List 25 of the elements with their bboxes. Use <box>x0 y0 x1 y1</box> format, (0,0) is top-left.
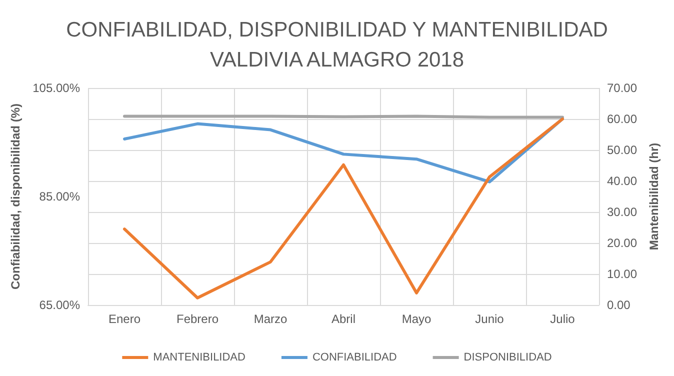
legend-label: MANTENIBILIDAD <box>153 352 246 364</box>
y2-tick-label: 40.00 <box>607 174 638 188</box>
y2-tick-label: 70.00 <box>607 81 638 95</box>
y2-tick-label: 60.00 <box>607 112 638 126</box>
x-tick-label: Marzo <box>254 312 288 326</box>
y2-tick-label: 50.00 <box>607 143 638 157</box>
x-tick-label: Abril <box>331 312 356 326</box>
chart-title: CONFIABILIDAD, DISPONIBILIDAD Y MANTENIBILIDAD VALDIVIA ALMAGRO 2018 <box>66 18 608 72</box>
y-tick-label: 105.00% <box>32 81 80 95</box>
y-tick-label: 85.00% <box>39 190 80 204</box>
x-tick-label: Febrero <box>176 312 219 326</box>
y2-tick-label: 20.00 <box>607 236 638 250</box>
legend-label: DISPONIBILIDAD <box>464 352 552 364</box>
y2-tick-label: 10.00 <box>607 267 638 281</box>
y-tick-label: 65.00% <box>39 298 80 312</box>
legend-label: CONFIABILIDAD <box>312 352 397 364</box>
x-tick-label: Junio <box>475 312 504 326</box>
x-tick-label: Mayo <box>402 312 432 326</box>
y2-tick-label: 0.00 <box>607 298 631 312</box>
x-tick-label: Enero <box>108 312 141 326</box>
y-axis-title: Confiabilidad, disponibilidad (%) <box>8 104 23 290</box>
y2-axis-title: Mantenibilidad (hr) <box>646 142 661 250</box>
x-tick-label: Julio <box>550 312 576 326</box>
y2-tick-label: 30.00 <box>607 205 638 219</box>
line-series <box>123 118 564 300</box>
